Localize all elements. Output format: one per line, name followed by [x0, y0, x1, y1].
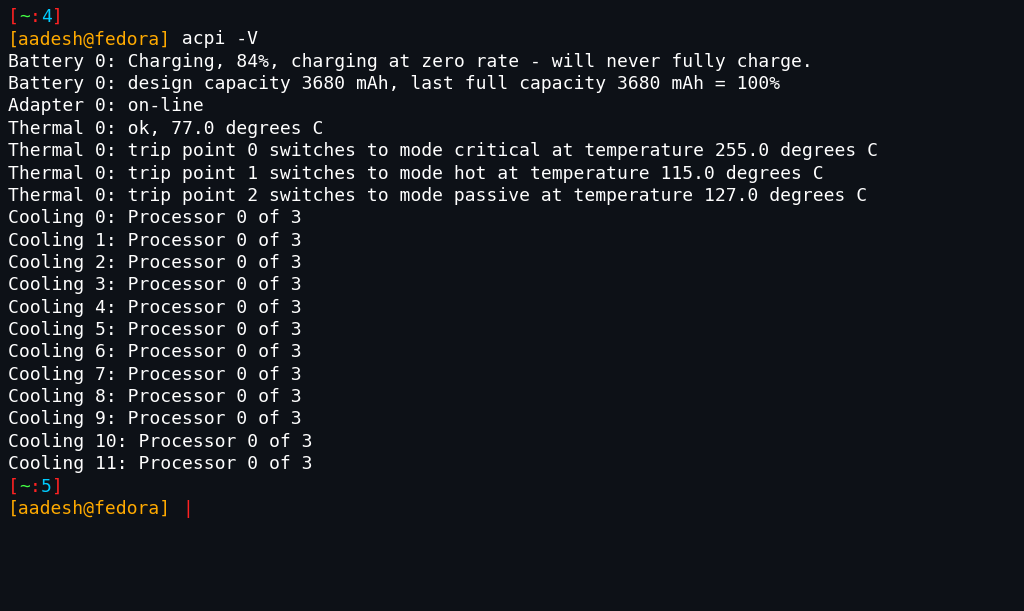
Text: ]: ] [51, 478, 62, 496]
Text: [aadesh@fedora]: [aadesh@fedora] [8, 500, 171, 518]
Text: Cooling 1: Processor 0 of 3: Cooling 1: Processor 0 of 3 [8, 232, 302, 250]
Text: 5: 5 [41, 478, 51, 496]
Text: :: : [30, 478, 41, 496]
Text: [: [ [8, 8, 18, 26]
Text: [: [ [8, 478, 18, 496]
Text: Cooling 7: Processor 0 of 3: Cooling 7: Processor 0 of 3 [8, 366, 302, 384]
Text: acpi -V: acpi -V [171, 31, 258, 48]
Text: Cooling 9: Processor 0 of 3: Cooling 9: Processor 0 of 3 [8, 411, 302, 428]
Text: Battery 0: Charging, 84%, charging at zero rate - will never fully charge.: Battery 0: Charging, 84%, charging at ze… [8, 53, 813, 71]
Text: Thermal 0: trip point 0 switches to mode critical at temperature 255.0 degrees C: Thermal 0: trip point 0 switches to mode… [8, 142, 878, 160]
Text: Cooling 10: Processor 0 of 3: Cooling 10: Processor 0 of 3 [8, 433, 312, 451]
Text: 4: 4 [41, 8, 51, 26]
Text: Cooling 8: Processor 0 of 3: Cooling 8: Processor 0 of 3 [8, 388, 302, 406]
Text: Cooling 4: Processor 0 of 3: Cooling 4: Processor 0 of 3 [8, 299, 302, 316]
Text: Thermal 0: trip point 2 switches to mode passive at temperature 127.0 degrees C: Thermal 0: trip point 2 switches to mode… [8, 187, 867, 205]
Text: Thermal 0: trip point 1 switches to mode hot at temperature 115.0 degrees C: Thermal 0: trip point 1 switches to mode… [8, 164, 823, 183]
Text: ]: ] [51, 8, 62, 26]
Text: ~: ~ [18, 8, 30, 26]
Text: |: | [182, 500, 193, 518]
Text: Cooling 6: Processor 0 of 3: Cooling 6: Processor 0 of 3 [8, 343, 302, 361]
Text: Cooling 5: Processor 0 of 3: Cooling 5: Processor 0 of 3 [8, 321, 302, 339]
Text: Battery 0: design capacity 3680 mAh, last full capacity 3680 mAh = 100%: Battery 0: design capacity 3680 mAh, las… [8, 75, 780, 93]
Text: Cooling 3: Processor 0 of 3: Cooling 3: Processor 0 of 3 [8, 276, 302, 295]
Text: Adapter 0: on-line: Adapter 0: on-line [8, 97, 204, 115]
Text: Thermal 0: ok, 77.0 degrees C: Thermal 0: ok, 77.0 degrees C [8, 120, 324, 138]
Text: [aadesh@fedora]: [aadesh@fedora] [8, 31, 171, 48]
Text: Cooling 0: Processor 0 of 3: Cooling 0: Processor 0 of 3 [8, 209, 302, 227]
Text: Cooling 2: Processor 0 of 3: Cooling 2: Processor 0 of 3 [8, 254, 302, 272]
Text: ~: ~ [18, 478, 30, 496]
Text: :: : [30, 8, 41, 26]
Text: Cooling 11: Processor 0 of 3: Cooling 11: Processor 0 of 3 [8, 455, 312, 473]
